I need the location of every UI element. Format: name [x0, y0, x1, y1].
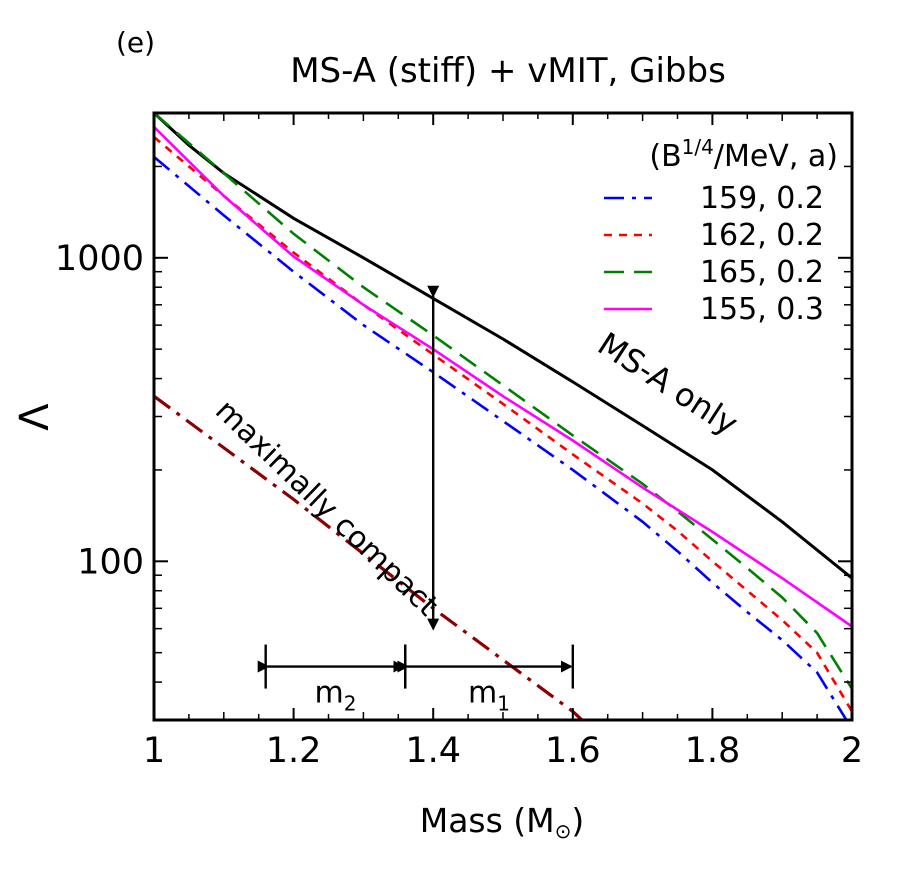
x-tick-label: 1 [143, 731, 165, 771]
series-line-165-0-2 [154, 113, 852, 690]
m2-label-base: m [314, 676, 343, 711]
y-tick-label: 1000 [55, 239, 144, 279]
legend-label-155-0-3: 155, 0.3 [700, 292, 824, 327]
sun-symbol: ⊙ [555, 819, 572, 843]
y-tick-label: 100 [77, 542, 144, 582]
m1-label-base: m [468, 676, 497, 711]
legend-title: (B1/4/MeV, a) [649, 135, 838, 174]
legend-title-suffix: /MeV, a) [714, 139, 838, 174]
chart-title: MS-A (stiff) + vMIT, Gibbs [290, 51, 726, 91]
m1-label-sub: 1 [497, 692, 510, 716]
x-axis-label: Mass (M⊙) [420, 801, 585, 843]
x-tick-label: 2 [841, 731, 863, 771]
series-line-ms-a-only [154, 113, 852, 580]
curve-label-maximally-compact: maximally compact [208, 393, 445, 623]
x-axis-label-text: Mass (M [420, 801, 555, 840]
m1-range [397, 644, 574, 689]
axis-layer: 1 1.2 1.4 1.6 1.8 2 100 1000 [55, 112, 863, 771]
m2-label: m2 [314, 676, 356, 716]
series-line-162-0-2 [154, 136, 852, 713]
x-tick-label: 1.2 [266, 731, 322, 771]
legend-title-sup: 1/4 [682, 135, 714, 159]
x-tick-label: 1.4 [405, 731, 461, 771]
x-axis-label-close: ) [571, 801, 584, 840]
panel-label: (e) [116, 26, 155, 59]
legend-title-prefix: (B [649, 139, 681, 174]
y-axis-label: Λ [12, 403, 58, 431]
m2-label-sub: 2 [344, 692, 357, 716]
x-tick-label: 1.8 [685, 731, 741, 771]
series-line-155-0-3 [154, 125, 852, 628]
legend-label-165-0-2: 165, 0.2 [700, 255, 824, 290]
m1-label: m1 [468, 676, 510, 716]
series-line-159-0-2 [154, 155, 848, 720]
x-tick-label: 1.6 [545, 731, 601, 771]
legend-label-159-0-2: 159, 0.2 [700, 181, 824, 216]
legend-label-162-0-2: 162, 0.2 [700, 218, 824, 253]
curve-label-msa-only: MS-A only [591, 325, 745, 443]
